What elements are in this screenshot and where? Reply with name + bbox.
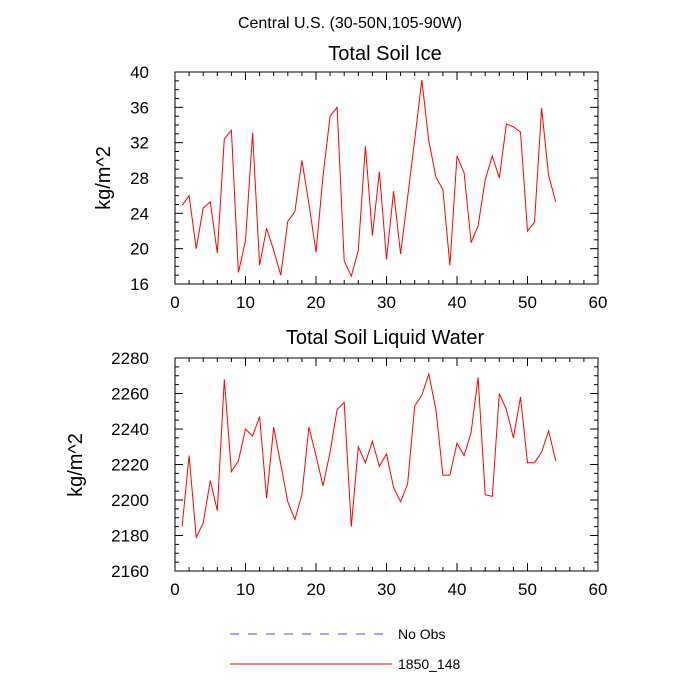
figure-title: Central U.S. (30-50N,105-90W) <box>238 15 462 32</box>
y-axis-label: kg/m^2 <box>65 433 87 497</box>
x-tick-label: 20 <box>307 293 326 312</box>
panel-total-soil-liquid-water: Total Soil Liquid Water kg/m^2 0 10 20 30 40… <box>65 327 607 599</box>
y-tick-label: 2180 <box>111 527 149 546</box>
x-tick-label: 20 <box>307 580 326 599</box>
y-tick-label: 2280 <box>111 349 149 368</box>
y-tick-label: 2200 <box>111 491 149 510</box>
series-group <box>181 372 557 540</box>
y-tick-label: 28 <box>130 169 149 188</box>
x-tick-label: 40 <box>448 580 467 599</box>
plot-frame <box>174 71 599 285</box>
x-tick-label: 50 <box>518 580 537 599</box>
legend-label-no-obs: No Obs <box>398 626 445 642</box>
x-tick-label: 50 <box>518 293 537 312</box>
series-group <box>181 79 557 278</box>
series-line-1850_148 <box>181 372 557 540</box>
y-tick-label: 2160 <box>111 562 149 581</box>
legend: No Obs 1850_148 <box>230 626 461 672</box>
y-tick-label: 2240 <box>111 420 149 439</box>
y-axis-label: kg/m^2 <box>93 146 115 210</box>
y-tick-label: 2220 <box>111 456 149 475</box>
axis-ticks: 0 10 20 30 40 50 60 2160 2180 2200 2220 2240 2260 228… <box>111 349 607 599</box>
y-tick-label: 24 <box>130 204 149 223</box>
panel-total-soil-ice: Total Soil Ice kg/m^2 0 10 20 30 40 50 60 16 20 2… <box>93 43 607 312</box>
y-tick-label: 20 <box>130 240 149 259</box>
y-tick-label: 36 <box>130 98 149 117</box>
x-tick-label: 0 <box>170 580 179 599</box>
x-tick-label: 40 <box>448 293 467 312</box>
panel-title: Total Soil Ice <box>328 43 441 65</box>
axis-ticks: 0 10 20 30 40 50 60 16 20 24 28 32 36 40 <box>130 63 607 312</box>
x-tick-label: 60 <box>589 293 608 312</box>
y-tick-label: 40 <box>130 63 149 82</box>
x-tick-label: 30 <box>377 580 396 599</box>
legend-label-1850-148: 1850_148 <box>398 656 461 672</box>
x-tick-label: 10 <box>236 293 255 312</box>
x-tick-label: 0 <box>170 293 179 312</box>
x-tick-label: 60 <box>589 580 608 599</box>
y-tick-label: 32 <box>130 134 149 153</box>
plot-frame <box>174 357 599 572</box>
x-tick-label: 30 <box>377 293 396 312</box>
y-tick-label: 16 <box>130 275 149 294</box>
x-tick-label: 10 <box>236 580 255 599</box>
panel-title: Total Soil Liquid Water <box>286 327 485 349</box>
series-line-1850_148 <box>181 79 557 278</box>
y-tick-label: 2260 <box>111 385 149 404</box>
